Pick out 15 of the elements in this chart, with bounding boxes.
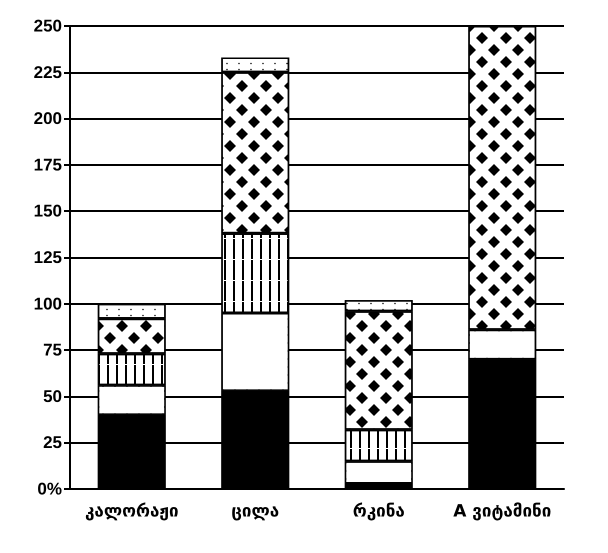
x-tick-label: A ვიტამინი xyxy=(453,502,552,522)
y-tick-label: 125 xyxy=(34,248,62,267)
y-tick-label: 0% xyxy=(37,480,62,498)
y-tick-label: 75 xyxy=(43,340,62,360)
x-tick-label: ცილა xyxy=(231,502,280,522)
y-tick-label: 250 xyxy=(34,16,62,36)
x-tick-label: კალორაჟი xyxy=(84,502,179,522)
x-tick-label: რკინა xyxy=(352,502,405,522)
y-tick-label: 175 xyxy=(34,155,62,174)
y-tick-label: 200 xyxy=(34,109,62,128)
y-tick-label: 150 xyxy=(34,202,62,221)
y-tick-label: 225 xyxy=(34,62,62,82)
y-tick-label: 100 xyxy=(34,294,62,314)
y-tick-label: 25 xyxy=(43,433,62,452)
y-tick-label: 50 xyxy=(43,386,62,406)
